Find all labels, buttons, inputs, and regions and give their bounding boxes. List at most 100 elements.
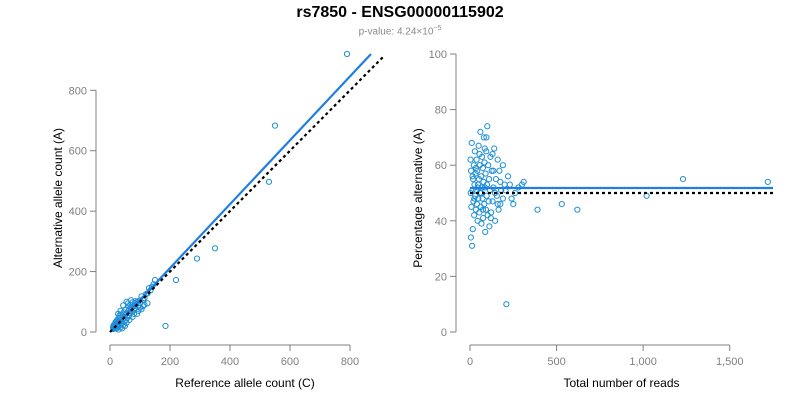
panel2-data-point [480, 134, 487, 141]
panel1-fit-line [109, 53, 372, 333]
panel2-data-point [504, 173, 512, 180]
panel2-data-point [482, 228, 489, 236]
panel1-y-tick-label: 400 [69, 206, 87, 218]
panel2-data-point [468, 242, 476, 249]
panel1-y-tick-label: 800 [69, 85, 87, 97]
panel1-data-point [144, 300, 151, 307]
panel1-x-tick-label: 400 [221, 356, 239, 368]
panel2-data-point [506, 181, 513, 188]
panel1-data-point [343, 50, 351, 58]
pvalue-exponent: −5 [433, 25, 442, 32]
panel2-data-point [475, 176, 483, 183]
panel1-data-point [139, 303, 147, 310]
panel2-data-point [480, 178, 487, 185]
panel2-data-point [471, 195, 478, 202]
panel2-data-point [473, 156, 480, 163]
panel2-x-axis-label: Total number of reads [563, 376, 679, 390]
panel2-data-point [496, 167, 503, 174]
panel2-data-point [474, 217, 481, 224]
panel2-data-point [558, 201, 565, 208]
panel2-data-point [471, 181, 478, 188]
panel2-data-point [492, 217, 499, 224]
panel1-y-tick-label: 600 [69, 146, 87, 158]
panel2-data-point [482, 206, 490, 213]
panel2-data-point [470, 198, 477, 205]
panel2-x-tick-label: 0 [467, 356, 473, 368]
panel2-data-point [472, 192, 479, 199]
panel1-data-point [148, 283, 156, 290]
panel2-data-point [483, 134, 490, 141]
panel2-data-point [499, 162, 506, 169]
panel1-x-axis-label: Reference allele count (C) [175, 376, 314, 390]
panel2-data-point [472, 206, 479, 213]
panel2-data-point [494, 156, 501, 163]
panel2-data-point [468, 203, 475, 210]
panel2-y-tick-label: 100 [429, 49, 447, 61]
panel1-data-point [133, 310, 141, 317]
panel2-data-point [467, 234, 474, 241]
panel1-y-axis-label: Alternative allele count (A) [51, 128, 65, 268]
panel2-x-tick-label: 500 [547, 356, 565, 368]
panel2-data-point [476, 209, 483, 216]
panel2-data-point [491, 145, 498, 152]
panel1-y-tick-label: 0 [81, 327, 87, 339]
panel2-data-point [499, 195, 506, 202]
panel2-data-point [481, 145, 488, 152]
panel2-data-point [481, 159, 488, 166]
panel1-data-point [211, 245, 219, 252]
pvalue-text: p-value: 4.24×10 [358, 26, 434, 38]
panel2-data-point [471, 148, 478, 155]
panel1-x-tick-label: 0 [107, 356, 113, 368]
panel2-y-axis-label: Percentage alternative (A) [411, 128, 425, 267]
panel2-data-point [467, 189, 474, 197]
panel2-data-point [492, 176, 500, 183]
panel1-data-point [265, 178, 273, 185]
panel2-data-point [467, 156, 474, 163]
panel1-data-point [162, 322, 169, 330]
panel2-data-point [471, 212, 478, 219]
panel2-y-tick-label: 80 [435, 105, 447, 117]
panel1-data-point [136, 304, 144, 311]
panel2-data-point [497, 201, 504, 208]
panel2-data-point [485, 162, 492, 169]
panel2-data-point [488, 209, 495, 216]
panel2-data-point [485, 176, 493, 183]
panel2-data-point [480, 214, 487, 222]
chart-subtitle: p-value: 4.24×10−5 [0, 25, 800, 37]
panel2-data-point [489, 150, 496, 158]
panel2-data-point [495, 206, 502, 213]
panel2-y-tick-label: 20 [435, 271, 447, 283]
panel1-data-point [141, 301, 148, 308]
panel2-data-point [489, 198, 496, 205]
panel1-x-tick-label: 600 [281, 356, 299, 368]
panel2-data-point [574, 206, 581, 213]
panel2-data-point [492, 189, 499, 197]
panel2-data-point [479, 195, 486, 202]
panel2-x-tick-label: 1,000 [629, 356, 657, 368]
panel2-data-point [473, 201, 481, 208]
panel1-data-point [193, 255, 201, 262]
panel1-data-point [138, 306, 145, 313]
panel2-data-point [475, 142, 482, 149]
panel2-data-point [476, 150, 483, 158]
panel2-data-point [468, 139, 475, 147]
panel2-data-point [486, 223, 493, 230]
panel1-data-point [129, 313, 136, 320]
panel2-data-point [479, 206, 487, 213]
panel1-data-point [115, 310, 122, 317]
panel1-data-point [271, 122, 279, 129]
panel1-x-tick-label: 200 [161, 356, 179, 368]
panel2-y-tick-label: 0 [441, 327, 447, 339]
panel2-data-point [497, 178, 504, 185]
panel2-data-point [485, 198, 492, 205]
panel1-data-point [130, 310, 138, 317]
panel2-y-tick-label: 60 [435, 160, 447, 172]
panel2-data-point [494, 201, 501, 208]
panel2-data-point [483, 192, 490, 199]
panel2-x-tick-label: 1,500 [716, 356, 744, 368]
panel1-data-point [127, 297, 135, 304]
panel2-data-point [482, 170, 489, 177]
panel2-data-point [503, 301, 510, 308]
panel2-data-point [510, 201, 517, 208]
